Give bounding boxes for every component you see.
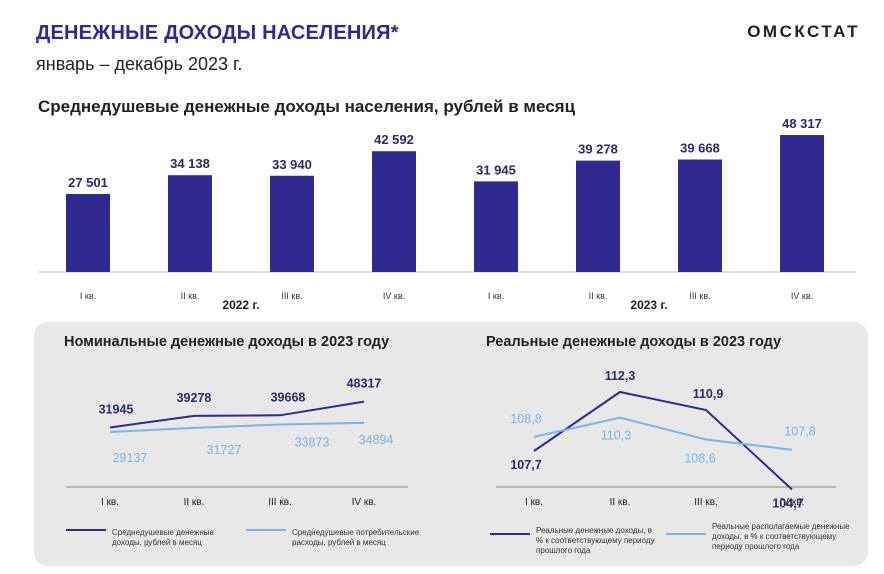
series-1-point-label: 112,3 <box>605 369 636 383</box>
bar-value-label: 39 668 <box>680 141 720 156</box>
bar-8 <box>780 135 824 272</box>
line-tick-label: II кв. <box>610 497 631 508</box>
series-2-point-label: 108,6 <box>684 451 715 465</box>
bar-value-label: 48 317 <box>782 116 822 131</box>
page-subtitle: январь – декабрь 2023 г. <box>36 54 243 74</box>
series-2-point-label: 33873 <box>295 435 330 449</box>
bar-5 <box>474 181 518 272</box>
real-chart-title: Реальные денежные доходы в 2023 году <box>486 334 782 350</box>
line-tick-label: I кв. <box>525 497 543 508</box>
bar-tick-label: III кв. <box>689 291 710 301</box>
line-tick-label: I кв. <box>101 497 119 508</box>
legend-label-real-income: Реальные денежные доходы, в % к соответс… <box>536 526 655 555</box>
series-line-1 <box>109 400 365 429</box>
series-2-point-label: 110,3 <box>601 429 631 443</box>
series-line-2 <box>109 421 365 433</box>
legend-swatch-dark <box>66 529 106 531</box>
series-2-point-label: 108,8 <box>510 412 541 426</box>
line-tick-label: II кв. <box>184 497 205 508</box>
series-1-point-label: 107,7 <box>510 458 541 472</box>
series-1-point-label: 39278 <box>177 391 212 405</box>
nominal-chart-title: Номинальные денежные доходы в 2023 году <box>64 334 390 350</box>
bar-value-label: 27 501 <box>68 175 108 190</box>
line-tick-label: IV кв. <box>352 497 377 508</box>
legend-swatch-light <box>246 529 286 531</box>
series-2-point-label: 34894 <box>359 433 394 447</box>
bar-6 <box>576 160 620 272</box>
bar-2 <box>168 175 212 272</box>
series-1-point-label: 31945 <box>99 403 134 417</box>
legend-label-nominal-income: Среднедушевые денежные доходы, рублей в … <box>112 528 214 547</box>
bar-group-label: 2022 г. <box>222 298 259 312</box>
series-line-1 <box>533 390 793 491</box>
legend-swatch-light <box>666 533 706 535</box>
series-1-point-label: 48317 <box>347 377 382 391</box>
brand-logo: ОМСКСТАТ <box>747 22 860 41</box>
bar-tick-label: IV кв. <box>791 291 813 301</box>
bar-tick-label: II кв. <box>181 291 200 301</box>
series-line-2 <box>533 416 793 451</box>
legend-label-real-disposable-income: Реальные располагаемые денежные доходы, … <box>712 522 850 551</box>
bar-tick-label: III кв. <box>281 291 302 301</box>
legend-swatch-dark <box>490 533 530 535</box>
line-tick-label: III кв. <box>268 497 292 508</box>
series-2-point-label: 107,8 <box>784 425 815 439</box>
series-1-point-label: 110,9 <box>693 387 724 401</box>
bar-value-label: 31 945 <box>476 162 516 177</box>
series-2-point-label: 31727 <box>207 443 242 457</box>
bar-value-label: 42 592 <box>374 132 414 147</box>
bar-chart: 27 501 I кв. 34 138 II кв. 33 940 III кв. 42 5… <box>38 116 856 312</box>
bar-7 <box>678 159 722 272</box>
legend-label-consumer-spending: Среднедушевые потребительские расходы, р… <box>292 528 420 547</box>
bar-tick-label: I кв. <box>80 291 96 301</box>
page-title: ДЕНЕЖНЫЕ ДОХОДЫ НАСЕЛЕНИЯ* <box>36 22 399 44</box>
bottom-panel <box>34 322 868 566</box>
bar-value-label: 39 278 <box>578 142 618 157</box>
bar-3 <box>270 175 314 272</box>
line-tick-label: III кв. <box>694 497 718 508</box>
bar-1 <box>66 194 110 272</box>
bar-tick-label: II кв. <box>589 291 608 301</box>
bar-value-label: 33 940 <box>272 157 312 172</box>
bar-group-label: 2023 г. <box>630 298 667 312</box>
bar-chart-title: Среднедушевые денежные доходы населения,… <box>38 97 576 116</box>
line-tick-label: IV кв. <box>780 497 805 508</box>
bar-4 <box>372 151 416 272</box>
series-2-point-label: 29137 <box>113 451 148 465</box>
bar-value-label: 34 138 <box>170 156 210 171</box>
series-1-point-label: 39668 <box>271 390 306 404</box>
bar-tick-label: IV кв. <box>383 291 405 301</box>
series-1-point-label: 104,7 <box>772 497 803 511</box>
bar-tick-label: I кв. <box>488 291 504 301</box>
